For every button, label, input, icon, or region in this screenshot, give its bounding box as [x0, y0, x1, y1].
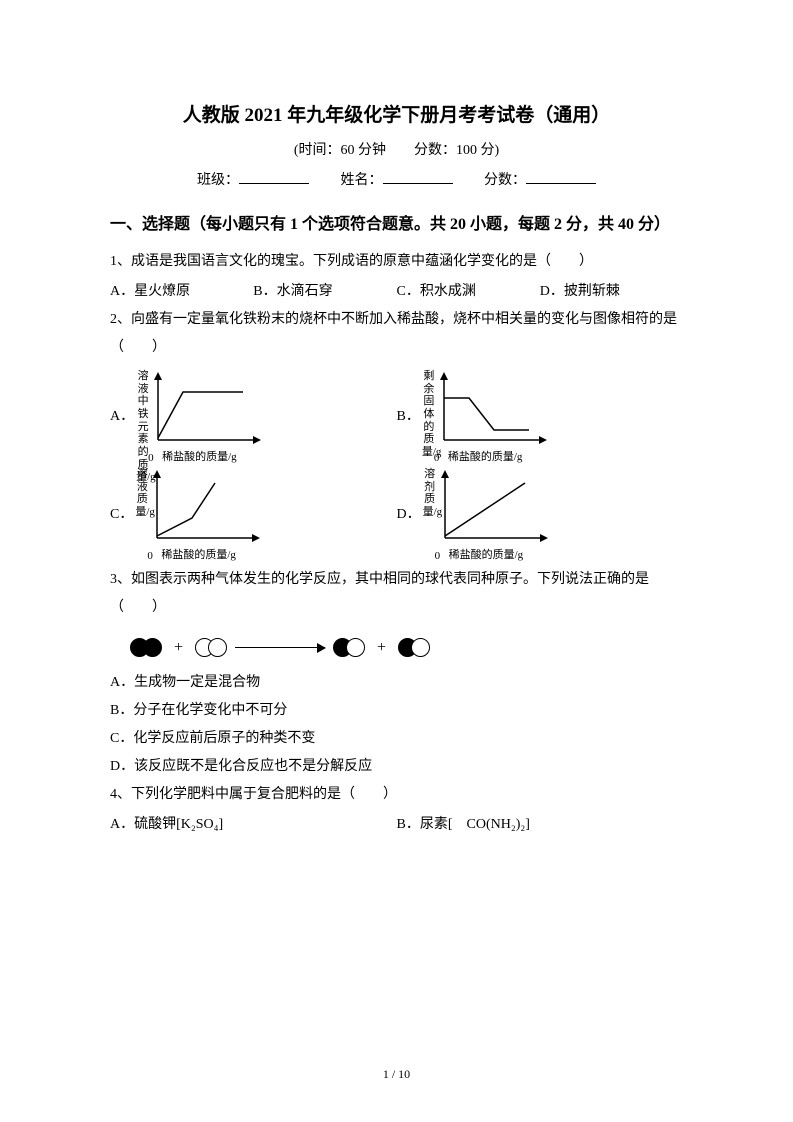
reaction-arrow-icon — [235, 647, 325, 649]
plus-icon: + — [174, 639, 183, 657]
q2-b-xlabel: 稀盐酸的质量/g — [448, 448, 523, 464]
reactant-2 — [195, 638, 227, 657]
q2-b-ylabel: 剩余固体的质量/g — [422, 370, 436, 458]
q2-chart-b: 剩余固体的质量/g 0 稀盐酸的质量/g — [424, 370, 554, 460]
q2-a-xlabel: 稀盐酸的质量/g — [162, 448, 237, 464]
atom-white — [208, 638, 227, 657]
name-label: 姓名： — [341, 173, 383, 188]
q2-b-svg — [424, 370, 554, 455]
q4-options: A．硫酸钾[K₂SO₄] B．尿素[ CO(NH₂)₂] — [110, 811, 683, 839]
q1-text: 1、成语是我国语言文化的瑰宝。下列成语的原意中蕴涵化学变化的是（ ） — [110, 248, 683, 276]
q2-chart-c-cell: C． 溶液质量/g 0 稀盐酸的质量/g — [110, 468, 397, 558]
atom-white — [411, 638, 430, 657]
q2-b-zero: 0 — [434, 452, 440, 464]
product-2 — [398, 638, 430, 657]
page-number: 1 / 10 — [0, 1067, 793, 1082]
q3-opt-d: D．该反应既不是化合反应也不是分解反应 — [110, 753, 683, 781]
q2-c-zero: 0 — [147, 550, 153, 562]
info-line: 班级： 姓名： 分数： — [110, 169, 683, 189]
q3-opt-b: B．分子在化学变化中不可分 — [110, 697, 683, 725]
q2-chart-row-2: C． 溶液质量/g 0 稀盐酸的质量/g D． 溶剂质量/g — [110, 468, 683, 558]
q2-chart-d-cell: D． 溶剂质量/g 0 稀盐酸的质量/g — [397, 468, 684, 558]
q3-text: 3、如图表示两种气体发生的化学反应，其中相同的球代表同种原子。下列说法正确的是（… — [110, 566, 683, 622]
name-blank — [383, 170, 453, 184]
q2-chart-a: 溶液中铁元素的质量/g 0 稀盐酸的质量/g — [138, 370, 268, 460]
reactant-1 — [130, 638, 162, 657]
q2-chart-a-cell: A． 溶液中铁元素的质量/g 0 稀盐酸的质量/g — [110, 370, 397, 460]
plus-icon: + — [377, 639, 386, 657]
q4-text: 4、下列化学肥料中属于复合肥料的是（ ） — [110, 781, 683, 809]
q1-opt-b: B．水滴石穿 — [253, 278, 396, 306]
class-blank — [239, 170, 309, 184]
q2-c-ylabel: 溶液质量/g — [135, 468, 149, 519]
q4-opt-a: A．硫酸钾[K₂SO₄] — [110, 811, 397, 839]
q1-opt-a: A．星火燎原 — [110, 278, 253, 306]
q2-a-svg — [138, 370, 268, 455]
q2-chart-d: 溶剂质量/g 0 稀盐酸的质量/g — [425, 468, 555, 558]
q2-text: 2、向盛有一定量氧化铁粉末的烧杯中不断加入稀盐酸，烧杯中相关量的变化与图像相符的… — [110, 306, 683, 362]
class-label: 班级： — [197, 173, 239, 188]
q1-opt-d: D．披荆斩棘 — [540, 278, 683, 306]
q2-chart-c-label: C． — [110, 503, 133, 523]
atom-white — [346, 638, 365, 657]
q2-a-zero: 0 — [148, 452, 154, 464]
q2-d-ylabel: 溶剂质量/g — [423, 468, 437, 519]
q2-d-xlabel: 稀盐酸的质量/g — [449, 546, 524, 562]
section-1-header: 一、选择题（每小题只有 1 个选项符合题意。共 20 小题，每题 2 分，共 4… — [110, 207, 683, 242]
exam-subtitle: (时间：60 分钟 分数：100 分) — [110, 139, 683, 159]
atom-black — [143, 638, 162, 657]
q4-opt-b: B．尿素[ CO(NH₂)₂] — [397, 811, 684, 839]
q2-c-svg — [137, 468, 267, 553]
score-label: 分数： — [484, 173, 526, 188]
score-blank — [526, 170, 596, 184]
q3-opt-c: C．化学反应前后原子的种类不变 — [110, 725, 683, 753]
q2-chart-row-1: A． 溶液中铁元素的质量/g 0 稀盐酸的质量/g B． 剩余固体的质量/g — [110, 370, 683, 460]
q2-chart-d-label: D． — [397, 503, 421, 523]
q2-c-xlabel: 稀盐酸的质量/g — [161, 546, 236, 562]
product-1 — [333, 638, 365, 657]
q2-chart-b-cell: B． 剩余固体的质量/g 0 稀盐酸的质量/g — [397, 370, 684, 460]
q3-opt-a: A．生成物一定是混合物 — [110, 669, 683, 697]
q3-reaction-diagram: + + — [130, 638, 683, 657]
q2-chart-c: 溶液质量/g 0 稀盐酸的质量/g — [137, 468, 267, 558]
exam-title: 人教版 2021 年九年级化学下册月考考试卷（通用） — [110, 100, 683, 127]
q2-d-svg — [425, 468, 555, 553]
q2-chart-b-label: B． — [397, 405, 420, 425]
q2-a-ylabel: 溶液中铁元素的质量/g — [136, 370, 150, 484]
q1-opt-c: C．积水成渊 — [397, 278, 540, 306]
q2-d-zero: 0 — [435, 550, 441, 562]
q2-chart-a-label: A． — [110, 405, 134, 425]
q1-options: A．星火燎原 B．水滴石穿 C．积水成渊 D．披荆斩棘 — [110, 278, 683, 306]
